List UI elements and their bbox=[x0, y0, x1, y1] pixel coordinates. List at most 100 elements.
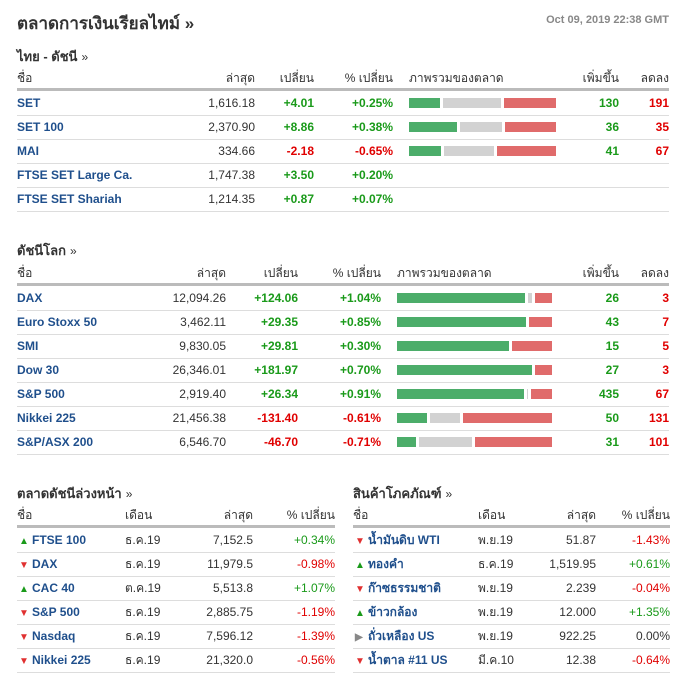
index-name-link[interactable]: FTSE SET Large Ca. bbox=[17, 168, 133, 182]
month-value: ธ.ค.19 bbox=[125, 653, 161, 667]
declines-count: 7 bbox=[662, 315, 669, 329]
advances-count: 130 bbox=[598, 96, 619, 110]
declines-count: 67 bbox=[655, 144, 669, 158]
pct-change-value: +0.91% bbox=[339, 387, 381, 401]
last-value: 9,830.05 bbox=[179, 339, 226, 353]
change-value: -46.70 bbox=[263, 435, 298, 449]
pct-change-value: +0.30% bbox=[339, 339, 381, 353]
last-value: 1,747.38 bbox=[208, 168, 255, 182]
header-advances: เพิ่มขึ้น bbox=[582, 266, 619, 280]
table-row: ▼ S&P 500 ธ.ค.19 2,885.75 -1.19% bbox=[17, 600, 335, 625]
declines-count: 3 bbox=[662, 291, 669, 305]
pct-change-value: -0.04% bbox=[631, 581, 670, 595]
month-value: ธ.ค.19 bbox=[125, 629, 161, 643]
thai-indices-title[interactable]: ไทย - ดัชนี» bbox=[17, 46, 88, 67]
header-change: เปลี่ยน bbox=[263, 266, 298, 280]
month-value: มี.ค.10 bbox=[478, 653, 514, 667]
pct-change-value: -0.56% bbox=[296, 653, 335, 667]
last-value: 1,519.95 bbox=[549, 557, 596, 571]
change-value: +124.06 bbox=[254, 291, 298, 305]
instrument-link[interactable]: ▼ DAX bbox=[19, 552, 57, 578]
instrument-link[interactable]: ▼ Nikkei 225 bbox=[19, 648, 91, 674]
header-overview: ภาพรวมของตลาด bbox=[409, 71, 504, 85]
index-name-link[interactable]: Euro Stoxx 50 bbox=[17, 315, 98, 329]
instrument-link[interactable]: ▲ ข้าวกล้อง bbox=[355, 600, 417, 626]
instrument-name: ข้าวกล้อง bbox=[368, 605, 418, 619]
index-name-link[interactable]: SMI bbox=[17, 339, 39, 353]
index-name-link[interactable]: SET 100 bbox=[17, 120, 64, 134]
index-name-link[interactable]: DAX bbox=[17, 291, 43, 305]
advances-count: 15 bbox=[605, 339, 619, 353]
more-link[interactable]: » bbox=[125, 487, 133, 501]
advancing-segment bbox=[409, 146, 442, 156]
instrument-link[interactable]: ▲ FTSE 100 bbox=[19, 528, 86, 554]
change-value: +29.35 bbox=[260, 315, 298, 329]
advancing-segment bbox=[397, 293, 525, 303]
pct-change-value: +0.25% bbox=[351, 96, 393, 110]
change-value: +0.87 bbox=[283, 192, 314, 206]
table-row: ▲ ข้าวกล้อง พ.ย.19 12.000 +1.35% bbox=[353, 600, 670, 625]
pct-change-value: -0.98% bbox=[296, 557, 335, 571]
world-indices-title[interactable]: ดัชนีโลก» bbox=[17, 240, 77, 261]
instrument-name: FTSE 100 bbox=[32, 533, 87, 547]
table-row: ▲ CAC 40 ต.ค.19 5,513.8 +1.07% bbox=[17, 576, 335, 601]
index-name-link[interactable]: FTSE SET Shariah bbox=[17, 192, 122, 206]
last-value: 1,214.35 bbox=[208, 192, 255, 206]
last-value: 21,320.0 bbox=[206, 653, 253, 667]
instrument-name: S&P 500 bbox=[32, 605, 80, 619]
instrument-link[interactable]: ▶ ถั่วเหลือง US bbox=[355, 624, 434, 650]
pct-change-value: +1.07% bbox=[293, 581, 335, 595]
more-link[interactable]: » bbox=[445, 487, 453, 501]
table-row: ▲ FTSE 100 ธ.ค.19 7,152.5 +0.34% bbox=[17, 528, 335, 553]
futures-title[interactable]: ตลาดดัชนีล่วงหน้า» bbox=[17, 483, 132, 504]
advancing-segment bbox=[397, 341, 510, 351]
pct-change-value: +1.35% bbox=[628, 605, 670, 619]
month-value: พ.ย.19 bbox=[478, 581, 513, 595]
last-value: 334.66 bbox=[218, 144, 255, 158]
declines-count: 3 bbox=[662, 363, 669, 377]
section-title: ตลาดดัชนีล่วงหน้า bbox=[17, 486, 122, 501]
table-header: ชื่อ เดือน ล่าสุด % เปลี่ยน bbox=[353, 503, 670, 528]
header-last: ล่าสุด bbox=[196, 266, 226, 280]
more-link[interactable]: » bbox=[69, 244, 77, 258]
more-link[interactable]: » bbox=[81, 50, 89, 64]
index-name-link[interactable]: MAI bbox=[17, 144, 39, 158]
table-row: FTSE SET Shariah 1,214.35 +0.87 +0.07% bbox=[17, 187, 669, 212]
page-title[interactable]: ตลาดการเงินเรียลไทม์ » bbox=[17, 14, 195, 33]
header-name: ชื่อ bbox=[17, 508, 33, 522]
index-name-link[interactable]: Nikkei 225 bbox=[17, 411, 76, 425]
index-name-link[interactable]: S&P 500 bbox=[17, 387, 65, 401]
declining-segment bbox=[535, 365, 552, 375]
instrument-link[interactable]: ▲ CAC 40 bbox=[19, 576, 75, 602]
table-row: Nikkei 225 21,456.38 -131.40 -0.61% 50 131 bbox=[17, 406, 669, 431]
instrument-link[interactable]: ▼ Nasdaq bbox=[19, 624, 75, 650]
instrument-link[interactable]: ▼ ก๊าซธรรมชาติ bbox=[355, 576, 441, 602]
commodities-title[interactable]: สินค้าโภคภัณฑ์» bbox=[353, 483, 452, 504]
pct-change-value: +1.04% bbox=[339, 291, 381, 305]
change-value: +29.81 bbox=[260, 339, 298, 353]
header-last: ล่าสุด bbox=[225, 71, 255, 85]
market-breadth-bar bbox=[409, 98, 556, 108]
month-value: พ.ย.19 bbox=[478, 629, 513, 643]
advancing-segment bbox=[397, 413, 427, 423]
index-name-link[interactable]: S&P/ASX 200 bbox=[17, 435, 94, 449]
instrument-link[interactable]: ▲ ทองคำ bbox=[355, 552, 404, 578]
pct-change-value: -0.65% bbox=[354, 144, 393, 158]
table-row: SET 100 2,370.90 +8.86 +0.38% 36 35 bbox=[17, 115, 669, 140]
last-value: 2,885.75 bbox=[206, 605, 253, 619]
instrument-link[interactable]: ▼ S&P 500 bbox=[19, 600, 80, 626]
pct-change-value: +0.20% bbox=[351, 168, 393, 182]
declining-segment bbox=[529, 317, 552, 327]
header-month: เดือน bbox=[478, 508, 506, 522]
header-name: ชื่อ bbox=[353, 508, 369, 522]
last-value: 2.239 bbox=[565, 581, 596, 595]
index-name-link[interactable]: SET bbox=[17, 96, 41, 110]
index-name-link[interactable]: Dow 30 bbox=[17, 363, 60, 377]
advances-count: 41 bbox=[605, 144, 619, 158]
instrument-link[interactable]: ▼ น้ำตาล #11 US bbox=[355, 648, 448, 674]
header-name: ชื่อ bbox=[17, 71, 33, 85]
unchanged-segment bbox=[443, 98, 501, 108]
instrument-link[interactable]: ▼ น้ำมันดิบ WTI bbox=[355, 528, 440, 554]
pct-change-value: -1.19% bbox=[296, 605, 335, 619]
header-name: ชื่อ bbox=[17, 266, 33, 280]
